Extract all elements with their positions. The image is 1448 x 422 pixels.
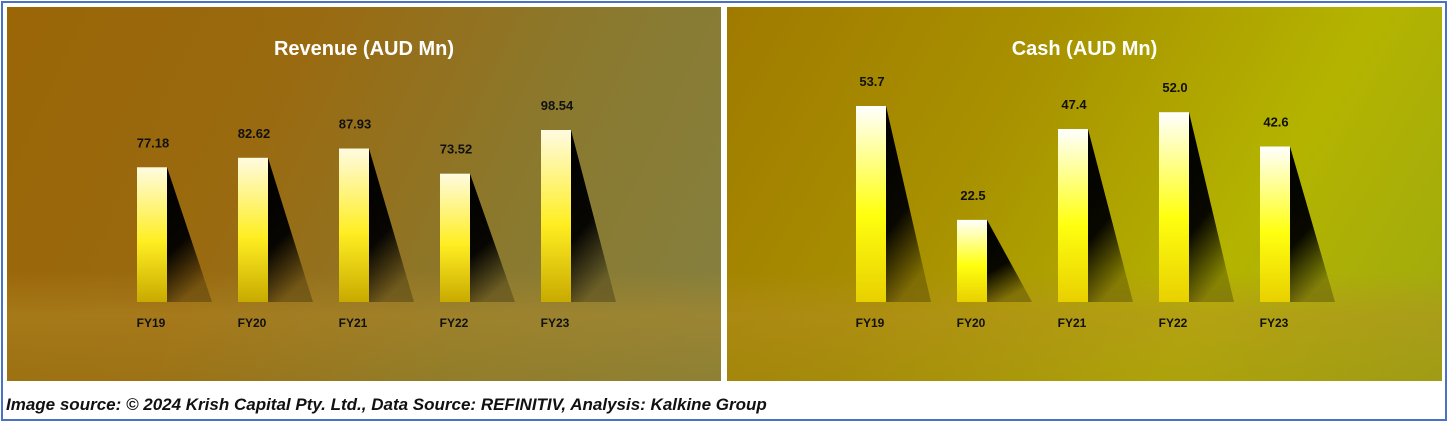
cash-chart-panel: Cash (AUD Mn) 53.7 FY19 22.5 FY20 47.4 FY21 52.… [727, 7, 1442, 381]
category-label: FY23 [541, 316, 570, 330]
value-label: 87.93 [339, 117, 372, 132]
bar-fy21 [339, 148, 369, 302]
revenue-chart-panel: Revenue (AUD Mn) 77.18 FY19 82.62 FY20 87.93 F… [7, 7, 721, 381]
bar-shadow [268, 157, 313, 302]
image-source-caption: Image source: © 2024 Krish Capital Pty. … [6, 395, 767, 414]
bar-shadow [167, 167, 212, 302]
bar-shadow [1088, 128, 1133, 302]
bar-fy22 [1159, 112, 1189, 302]
bar-fy23 [1260, 146, 1290, 302]
category-label: FY20 [238, 316, 267, 330]
category-label: FY20 [957, 316, 986, 330]
value-label: 82.62 [238, 126, 271, 141]
category-label: FY23 [1260, 316, 1289, 330]
bar-shadow [886, 105, 931, 303]
value-label: 52.0 [1162, 80, 1187, 95]
value-label: 98.54 [541, 98, 574, 113]
revenue-chart: Revenue (AUD Mn) 77.18 FY19 82.62 FY20 87.93 F… [137, 38, 616, 330]
value-label: 22.5 [960, 188, 985, 203]
value-label: 42.6 [1263, 115, 1288, 130]
bar-shadow [1290, 146, 1335, 302]
bar-fy20 [238, 157, 268, 302]
bar-fy19 [856, 105, 886, 303]
bar-fy21 [1058, 128, 1088, 302]
bar-shadow [571, 130, 616, 302]
bar-fy22 [440, 173, 470, 302]
bar-fy19 [137, 167, 167, 302]
value-label: 73.52 [440, 142, 473, 157]
category-label: FY19 [856, 316, 885, 330]
chart-title: Revenue (AUD Mn) [274, 38, 454, 60]
value-label: 47.4 [1061, 97, 1087, 112]
bar-shadow [369, 148, 414, 302]
category-label: FY21 [1058, 316, 1087, 330]
cash-chart: Cash (AUD Mn) 53.7 FY19 22.5 FY20 47.4 FY21 52.… [856, 38, 1335, 330]
category-label: FY19 [137, 316, 166, 330]
bar-fy23 [541, 130, 571, 302]
chart-title: Cash (AUD Mn) [1012, 38, 1158, 60]
category-label: FY21 [339, 316, 368, 330]
value-label: 77.18 [137, 135, 170, 150]
category-label: FY22 [440, 316, 469, 330]
bar-shadow [987, 219, 1032, 302]
value-label: 53.7 [859, 74, 884, 89]
category-label: FY22 [1159, 316, 1188, 330]
bar-shadow [470, 173, 515, 302]
bar-shadow [1189, 112, 1234, 302]
bar-fy20 [957, 219, 987, 302]
